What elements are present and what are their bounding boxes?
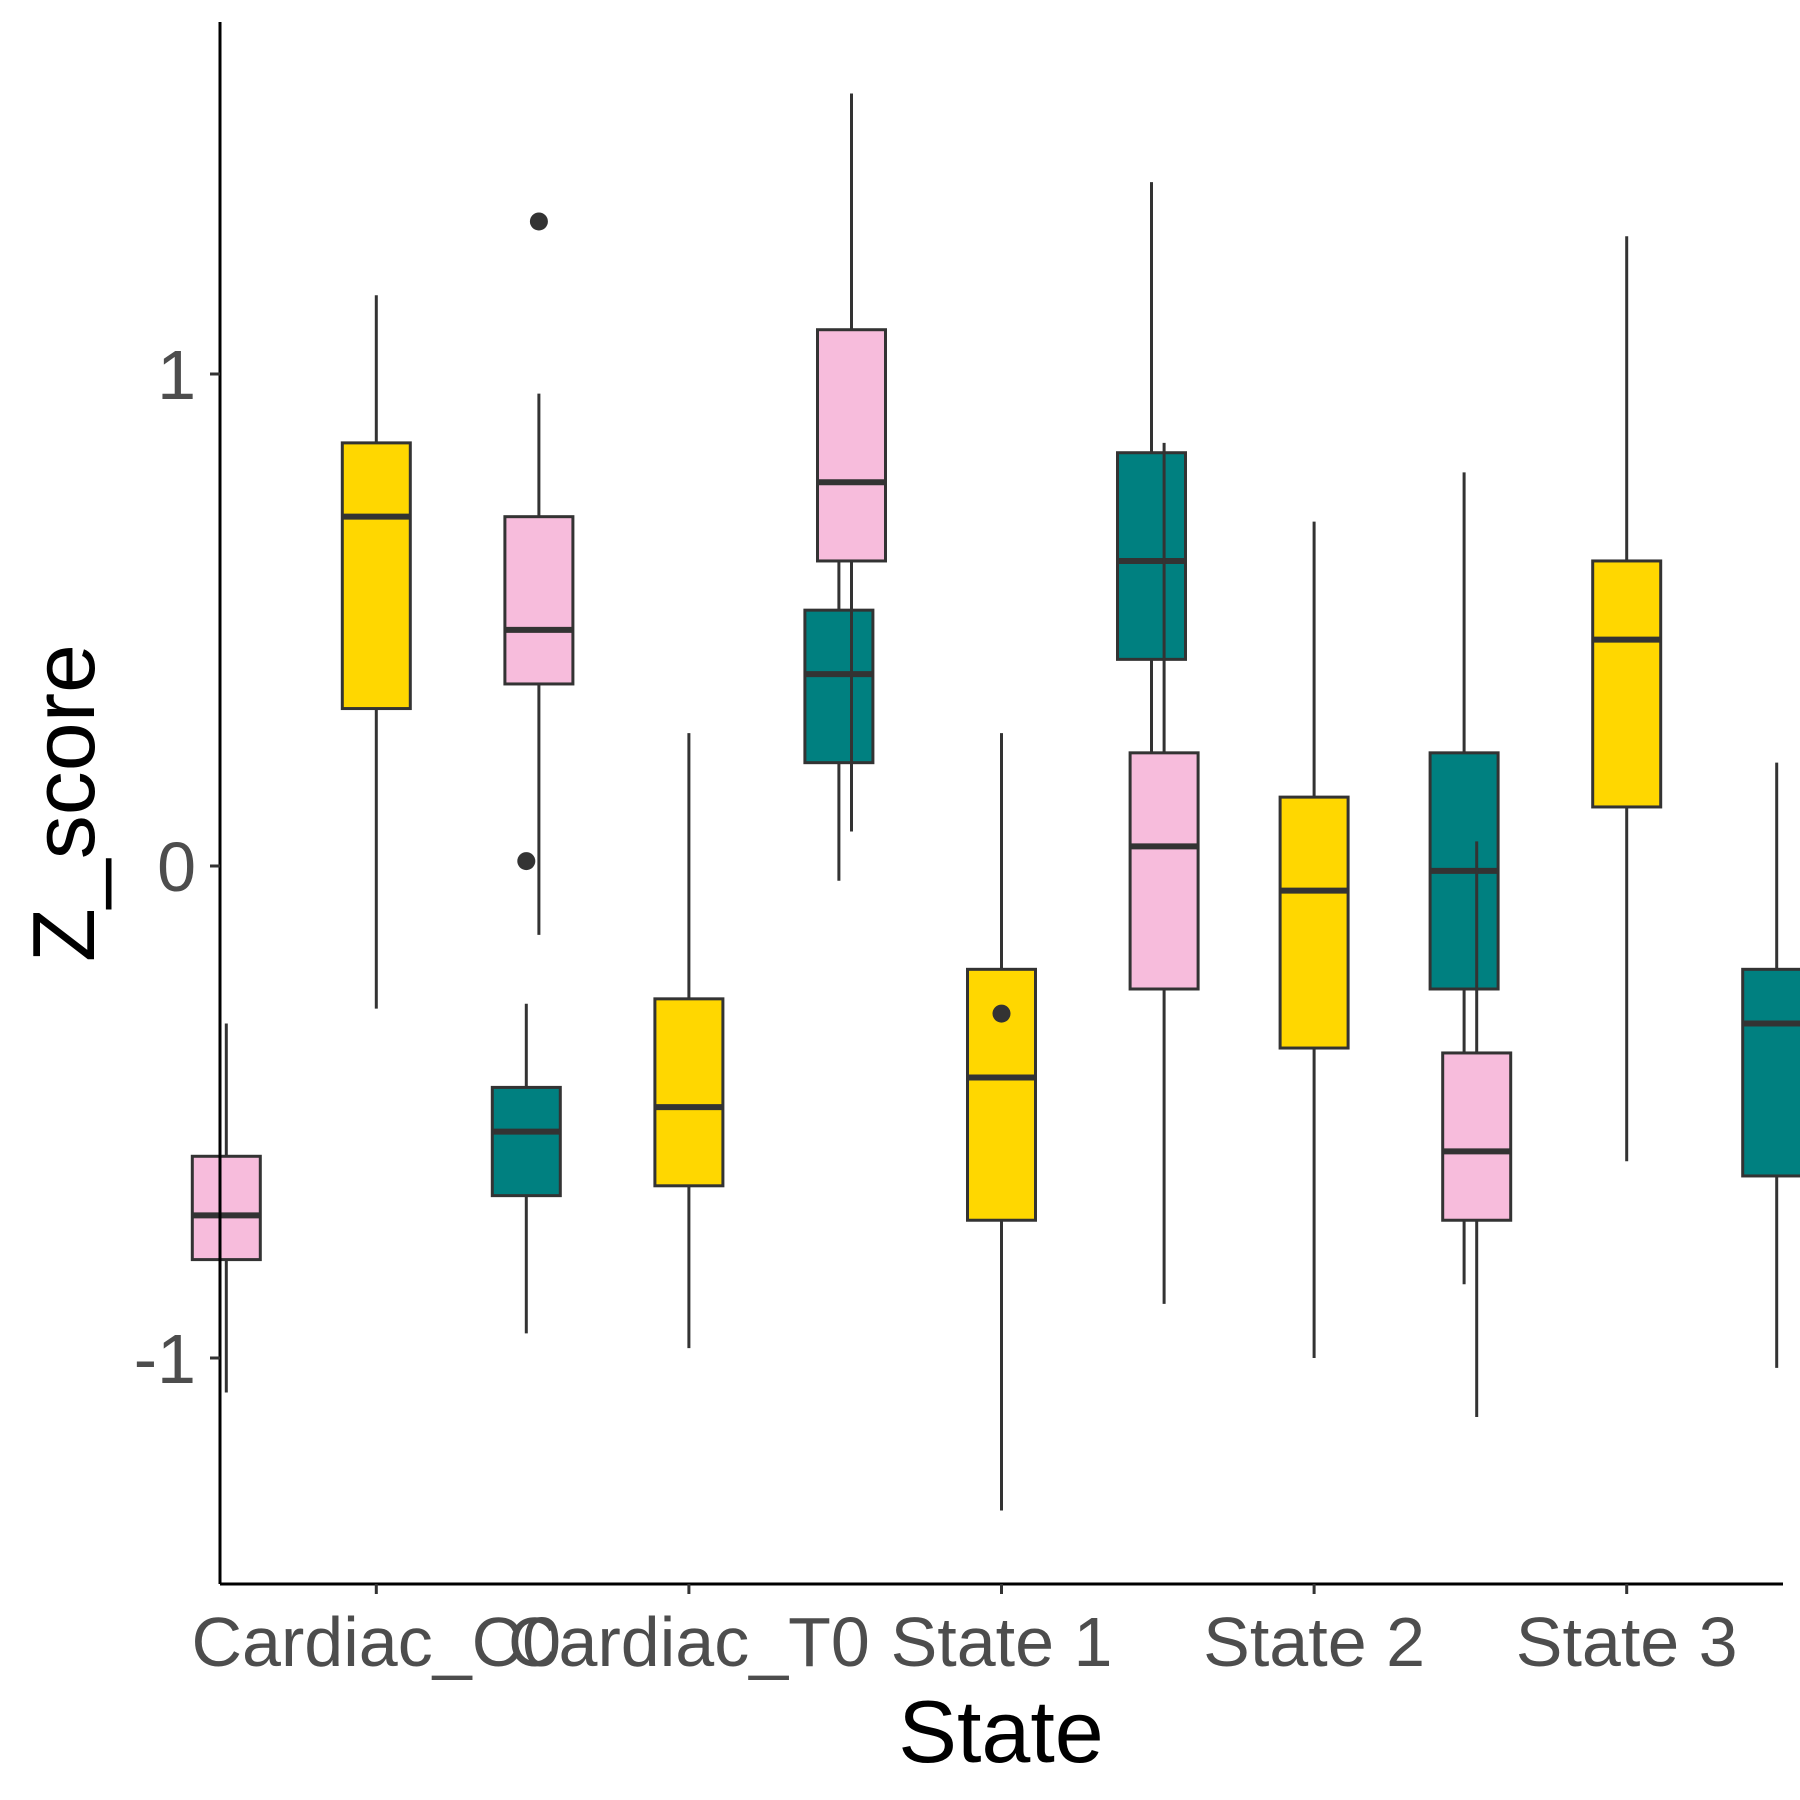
x-axis-title: State (898, 1682, 1103, 1781)
box-rect (503, 515, 575, 686)
y-tick-label: 0 (157, 828, 196, 906)
y-tick-label: 1 (157, 336, 196, 414)
x-tick-label: State 2 (1203, 1603, 1425, 1681)
box-rect (1441, 1051, 1513, 1222)
y-ticks: -1 0 1 (134, 336, 220, 1398)
box-rect (190, 1154, 262, 1262)
outlier-point (529, 212, 548, 231)
box (190, 1023, 262, 1393)
box (1128, 442, 1200, 1304)
box (803, 350, 875, 881)
x-tick-label: Cardiac_C0 (191, 1603, 561, 1681)
category-group (503, 212, 875, 1349)
box-rect (1116, 451, 1187, 661)
box-rect (653, 997, 725, 1188)
x-tick-label: State 1 (891, 1603, 1113, 1681)
box (1591, 236, 1663, 1162)
box-rect (803, 608, 875, 765)
box (1741, 762, 1800, 1368)
box (966, 733, 1037, 1511)
category-group (1441, 236, 1800, 1418)
box (1116, 182, 1187, 812)
box (816, 93, 887, 832)
box (653, 733, 725, 1349)
y-tick-label: -1 (134, 1320, 196, 1398)
x-tick-label: Cardiac_T0 (508, 1603, 870, 1681)
box (490, 852, 562, 1334)
category-group (816, 93, 1187, 1511)
box (1441, 841, 1513, 1418)
box (1428, 472, 1500, 1285)
box-rect (1128, 751, 1200, 991)
box-rect (1278, 795, 1350, 1050)
category-group (190, 295, 562, 1393)
outlier-point (517, 852, 536, 871)
category-group (1128, 442, 1500, 1358)
box (503, 212, 575, 935)
y-axis-title: Z_score (14, 644, 113, 962)
box-rect (340, 441, 412, 711)
boxes-layer (190, 93, 1800, 1511)
box-rect (1741, 967, 1800, 1178)
box-rect (1591, 559, 1663, 809)
outlier-point (992, 1004, 1011, 1023)
box (340, 295, 412, 1009)
box-rect (816, 328, 887, 563)
x-tick-label: State 3 (1516, 1603, 1738, 1681)
box (1278, 521, 1350, 1358)
box-rect (490, 1085, 562, 1198)
